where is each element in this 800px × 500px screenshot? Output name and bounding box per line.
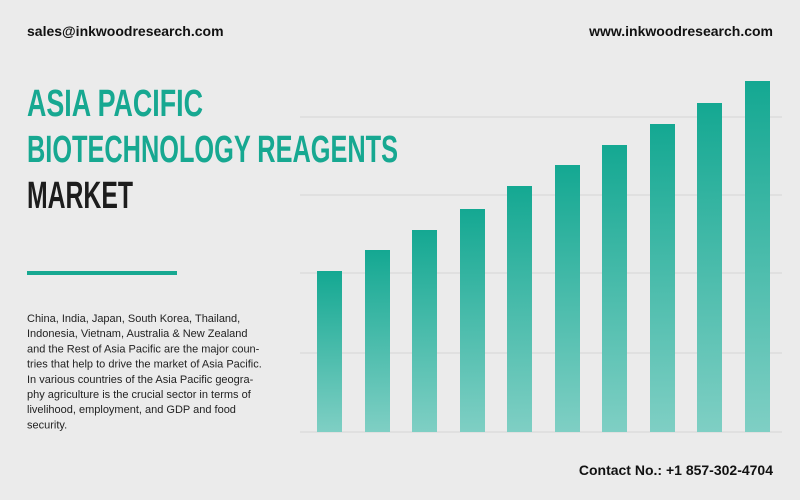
bar <box>555 165 580 432</box>
bar <box>507 186 532 432</box>
title-line: MARKET <box>27 175 133 217</box>
title-line: BIOTECHNOLOGY REAGENTS <box>27 129 398 171</box>
description-line: livelihood, employment, and GDP and food <box>27 404 236 416</box>
bar <box>365 250 390 432</box>
decorative-chart <box>300 81 782 433</box>
contact-number: Contact No.: +1 857-302-4704 <box>579 462 773 478</box>
bar <box>650 124 675 432</box>
divider <box>27 271 177 275</box>
bar <box>460 209 485 432</box>
description-line: tries that help to drive the market of A… <box>27 359 262 371</box>
description-line: security. <box>27 419 67 431</box>
bar <box>602 145 627 432</box>
description: China, India, Japan, South Korea, Thaila… <box>27 313 262 431</box>
description-line: China, India, Japan, South Korea, Thaila… <box>27 313 240 325</box>
description-line: and the Rest of Asia Pacific are the maj… <box>27 343 260 355</box>
bar <box>697 103 722 432</box>
website: www.inkwoodresearch.com <box>588 23 773 39</box>
email: sales@inkwoodresearch.com <box>27 23 224 39</box>
description-line: In various countries of the Asia Pacific… <box>27 374 254 386</box>
bar <box>412 230 437 432</box>
description-line: Indonesia, Vietnam, Australia & New Zeal… <box>27 328 248 340</box>
title-line: ASIA PACIFIC <box>27 83 203 125</box>
bar <box>317 271 342 432</box>
description-line: phy agriculture is the crucial sector in… <box>27 389 252 401</box>
bar <box>745 81 770 432</box>
